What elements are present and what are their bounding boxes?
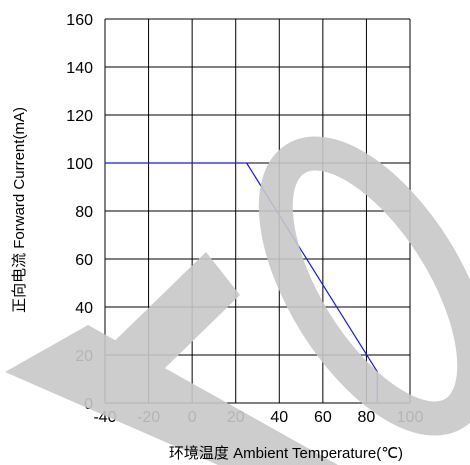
x-axis-label: 环境温度 Ambient Temperature(℃) (169, 444, 403, 462)
y-tick-label: 160 (66, 12, 93, 29)
y-tick-label: 60 (75, 252, 93, 269)
x-tick-label: 80 (358, 409, 376, 426)
y-tick-label: 80 (75, 204, 93, 221)
watermark-t-bar (5, 325, 338, 465)
y-tick-label: 100 (66, 156, 93, 173)
watermark-t-stem (93, 252, 240, 405)
y-tick-label: 40 (75, 300, 93, 317)
watermark (5, 136, 470, 465)
x-tick-label: 60 (314, 409, 332, 426)
y-tick-label: 120 (66, 108, 93, 125)
watermark-o-ring (258, 136, 470, 436)
x-tick-label: 40 (270, 409, 288, 426)
y-tick-label: 140 (66, 60, 93, 77)
y-axis-label: 正向电流 Forward Current(mA) (11, 107, 28, 313)
